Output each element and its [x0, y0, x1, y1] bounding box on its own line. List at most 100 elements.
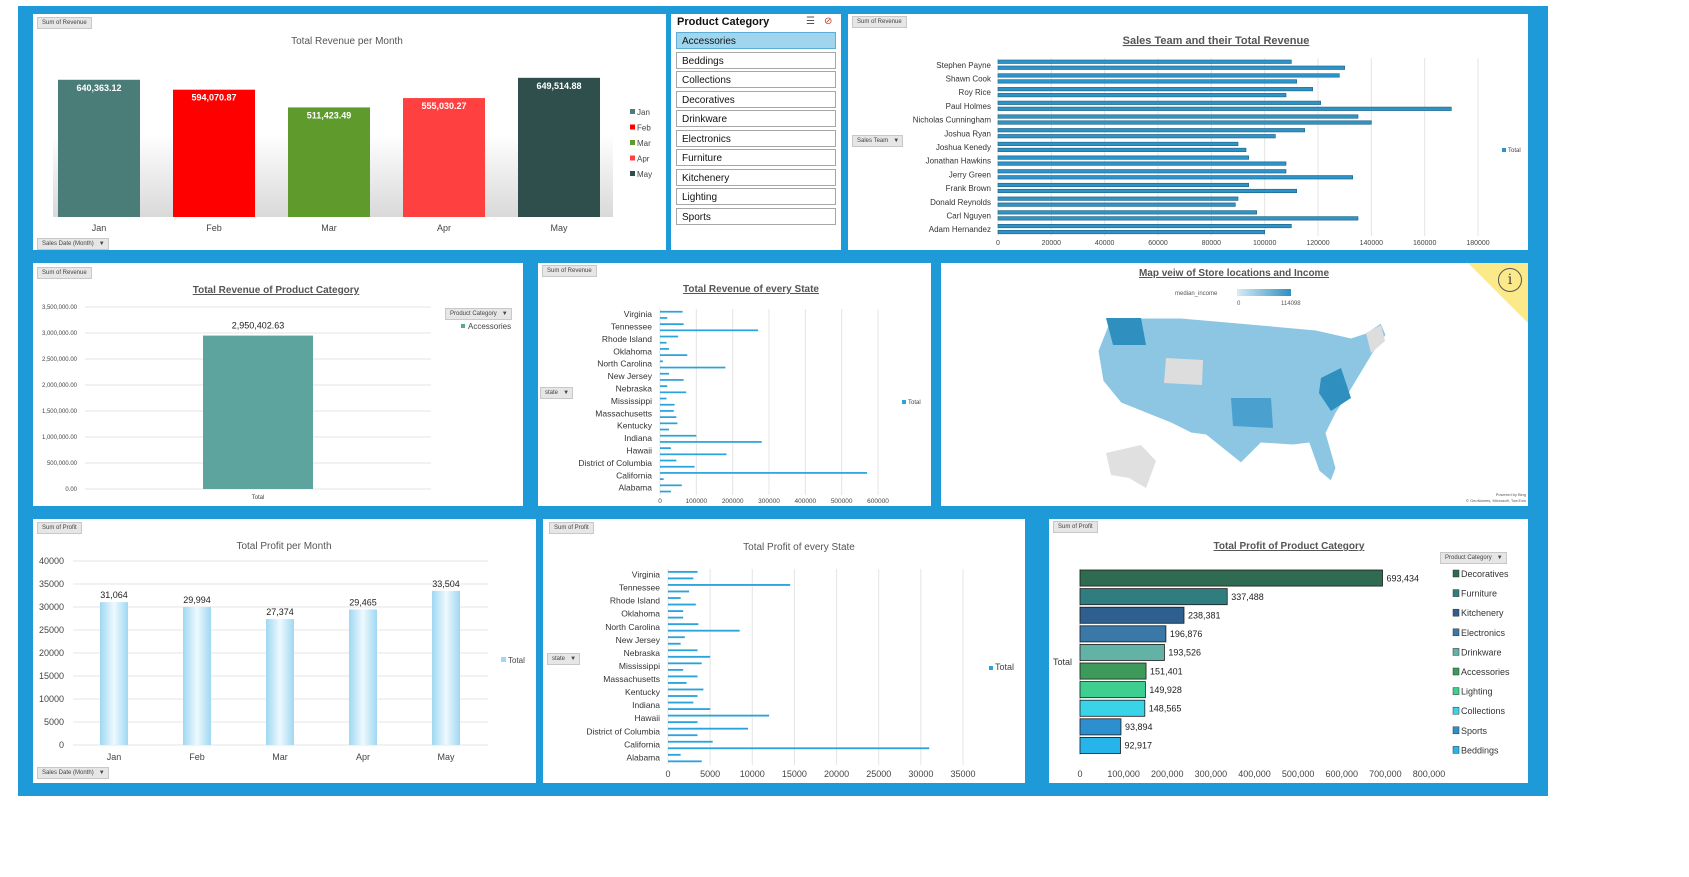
legend-label: May: [637, 170, 652, 179]
sum-revenue-field-button[interactable]: Sum of Revenue: [852, 16, 907, 28]
bar-accessories: [203, 335, 313, 489]
product-category-field-dropdown[interactable]: Product Category ▼: [1440, 552, 1507, 564]
y-tick-label: Joshua Kenedy: [936, 143, 991, 152]
sales-date-field-dropdown[interactable]: Sales Date (Month) ▼: [37, 767, 109, 779]
x-tick-label: 15000: [782, 769, 807, 779]
slicer-item-kitchenery[interactable]: Kitchenery: [676, 168, 836, 186]
bar-may: [518, 77, 600, 217]
state-bar: [660, 472, 868, 474]
map-legend-bar: [1237, 289, 1291, 296]
map-panel: Map veiw of Store locations and Income me…: [941, 263, 1528, 506]
data-label: 196,876: [1170, 629, 1203, 639]
state-bar: [668, 642, 681, 645]
data-label: 33,504: [432, 579, 460, 589]
legend-label: Total: [508, 656, 525, 665]
clear-filter-icon[interactable]: ⊘: [824, 16, 833, 27]
x-tick-label: 5000: [700, 769, 720, 779]
filter-icon: ▼: [501, 311, 508, 317]
state-bar: [668, 577, 694, 580]
bar-jonathan-hawkins: [997, 161, 1287, 166]
state-field-dropdown[interactable]: state ▼: [540, 387, 574, 399]
sum-profit-field-button[interactable]: Sum of Profit: [37, 522, 82, 534]
product-category-slicer: Product Category ☰ ⊘ Accessories Beddings…: [671, 14, 841, 250]
slicer-item-furniture[interactable]: Furniture: [676, 149, 836, 166]
product-category-label: Product Category: [450, 311, 497, 317]
sum-revenue-field-button[interactable]: Sum of Revenue: [37, 17, 92, 29]
data-label: 238,381: [1188, 611, 1221, 621]
slicer-item-lighting[interactable]: Lighting: [676, 188, 836, 205]
revenue-category-panel: Sum of Revenue Product Category ▼ Total R…: [33, 263, 523, 506]
slicer-item-decoratives[interactable]: Decoratives: [676, 90, 836, 108]
slicer-item-beddings[interactable]: Beddings: [676, 51, 836, 69]
legend-swatch: [1452, 746, 1460, 754]
legend-swatch: [1452, 608, 1460, 617]
sales-team-field-dropdown[interactable]: Sales Team ▼: [852, 135, 904, 147]
chevron-down-icon: ▼: [570, 656, 577, 662]
slicer-item-sports[interactable]: Sports: [676, 207, 836, 225]
x-tick-label: 35000: [950, 769, 975, 779]
bar-kitchenery: [1079, 606, 1185, 624]
state-bar: [668, 655, 711, 658]
state-bar: [660, 441, 762, 443]
bar-mar: [266, 619, 294, 745]
bar-jerry-green: [997, 169, 1287, 174]
legend-swatch: [1452, 589, 1460, 597]
bar-drinkware: [1079, 644, 1165, 661]
y-tick-label: Adam Hernandez: [929, 225, 991, 234]
legend-label: Drinkware: [1461, 647, 1502, 657]
sales-date-field-dropdown[interactable]: Sales Date (Month) ▼: [37, 238, 109, 250]
state-bar: [660, 447, 671, 449]
state-bar: [660, 317, 668, 319]
y-tick-label: Donald Reynolds: [930, 198, 991, 207]
bar-carl-nguyen: [997, 210, 1257, 215]
sum-profit-field-button[interactable]: Sum of Profit: [549, 522, 594, 534]
bar-stephen-payne: [997, 65, 1345, 70]
y-tick-label: 2,500,000.00: [42, 357, 78, 363]
y-tick-label: Tennessee: [619, 583, 660, 593]
bar-donald-reynolds: [997, 202, 1236, 207]
legend-swatch: [902, 400, 906, 404]
legend-label: Furniture: [1461, 589, 1497, 599]
slicer-item-drinkware[interactable]: Drinkware: [676, 110, 836, 127]
revenue-state-panel: Sum of Revenue state ▼ Total Revenue of e…: [538, 263, 931, 506]
slicer-item-accessories[interactable]: Accessories: [676, 32, 836, 49]
x-tick-label: 200,000: [1151, 769, 1184, 779]
slicer-item-collections[interactable]: Collections: [676, 71, 836, 88]
bar-lighting: [1079, 681, 1146, 699]
state-field-dropdown[interactable]: state ▼: [547, 653, 581, 665]
bar-accessories: [1079, 662, 1147, 680]
product-category-field-dropdown[interactable]: Product Category ▼: [445, 308, 512, 320]
state-north-carolina: [1319, 368, 1351, 411]
x-tick-label: Apr: [437, 223, 451, 233]
state-bar: [668, 727, 749, 730]
legend-label: Jan: [637, 108, 650, 117]
state-bar: [668, 668, 684, 671]
x-tick-label: May: [437, 752, 455, 762]
x-tick-label: 400,000: [1238, 769, 1271, 779]
legend-swatch: [630, 155, 635, 161]
profit-state-panel: Sum of Profit state ▼ Total Profit of eve…: [543, 519, 1025, 783]
state-bar: [660, 428, 670, 431]
map-legend-min: 0: [1237, 301, 1241, 307]
legend-swatch: [1452, 628, 1460, 637]
state-bar: [660, 403, 675, 406]
sales-team-chart: Sales Team and their Total Revenue 0 20000…: [913, 35, 1521, 247]
sum-revenue-field-button[interactable]: Sum of Revenue: [37, 267, 92, 279]
y-tick-label: Tennessee: [611, 321, 652, 331]
y-tick-label: 500,000.00: [47, 461, 78, 467]
x-tick-label: 500000: [831, 498, 853, 505]
bar-nicholas-cunningham: [997, 114, 1359, 119]
y-tick-label: 1,000,000.00: [42, 435, 78, 441]
y-tick-label: 15000: [39, 671, 64, 681]
chart-title: Total Profit of every State: [743, 542, 855, 553]
state-bar: [668, 584, 791, 586]
chevron-down-icon: ▼: [563, 390, 570, 396]
state-texas-region: [1231, 398, 1273, 428]
sum-revenue-field-button[interactable]: Sum of Revenue: [542, 265, 597, 277]
info-icon[interactable]: i: [1498, 268, 1522, 292]
slicer-item-electronics[interactable]: Electronics: [676, 129, 836, 147]
map-legend-label: median_income: [1175, 291, 1218, 297]
sum-profit-field-button[interactable]: Sum of Profit: [1053, 521, 1098, 533]
multi-select-icon[interactable]: ☰: [806, 16, 815, 27]
x-tick-label: 300,000: [1195, 769, 1228, 779]
